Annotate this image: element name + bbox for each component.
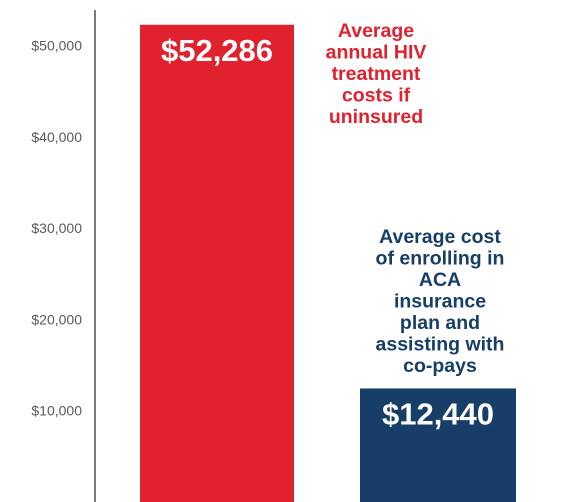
annotation-line: annual HIV [326, 42, 427, 64]
annotation-line: plan and [400, 312, 480, 334]
annotation-line: treatment [332, 63, 421, 85]
bar-value-label: $52,286 [161, 33, 273, 68]
y-tick-label: $10,000 [31, 403, 82, 419]
bar [360, 388, 516, 502]
y-tick-label: $40,000 [31, 129, 82, 145]
bar [140, 24, 294, 502]
annotation-line: co-pays [403, 355, 477, 377]
annotation-line: ACA [419, 269, 461, 291]
annotation-line: Average cost [379, 226, 501, 248]
y-tick-label: $20,000 [31, 311, 82, 327]
annotation-line: costs if [342, 85, 411, 107]
annotation-line: assisting with [376, 334, 505, 356]
y-tick-label: $50,000 [31, 38, 82, 54]
annotation-line: uninsured [329, 106, 423, 128]
bar-value-label: $12,440 [382, 396, 494, 431]
y-tick-label: $30,000 [31, 220, 82, 236]
annotation-line: Average [338, 20, 414, 42]
annotation-line: of enrolling in [376, 248, 505, 270]
annotation-line: insurance [394, 291, 486, 313]
